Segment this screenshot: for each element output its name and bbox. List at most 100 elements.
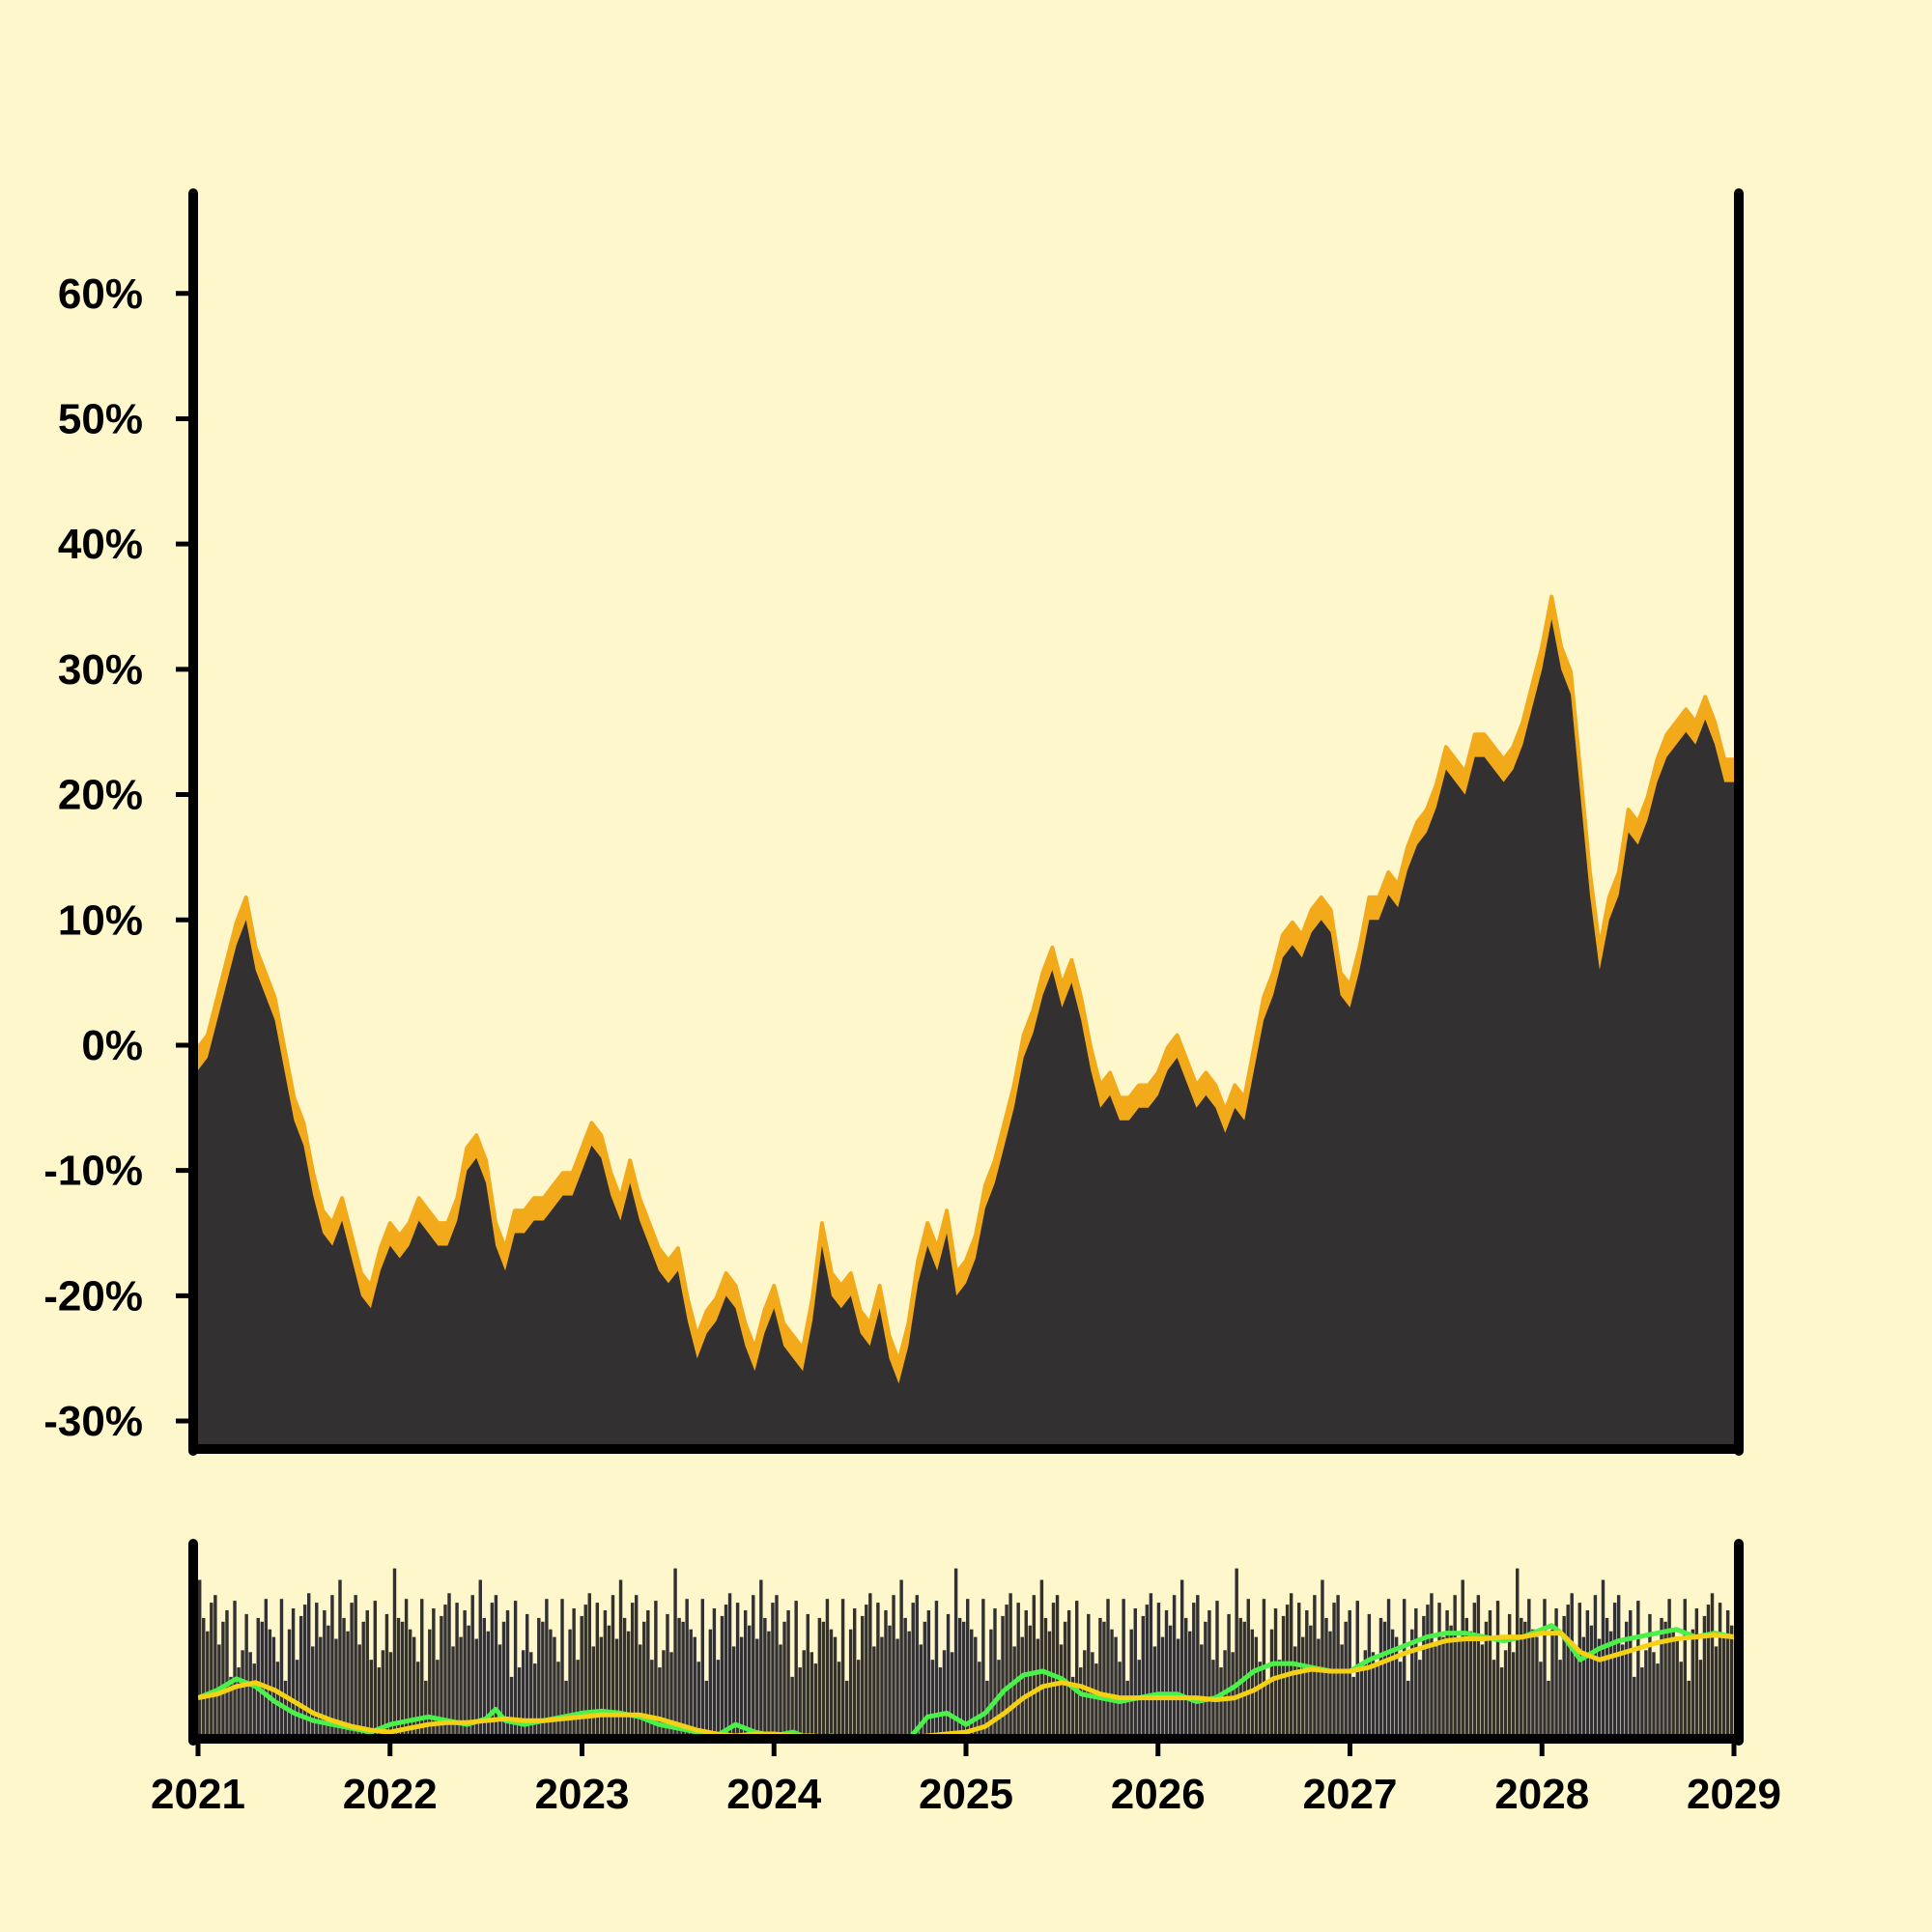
volume-bar: [1269, 1629, 1274, 1736]
volume-bar: [1710, 1593, 1715, 1737]
volume-bar: [1059, 1644, 1064, 1736]
volume-bar: [1398, 1662, 1403, 1736]
volume-bar: [1179, 1579, 1184, 1736]
volume-bar: [607, 1625, 611, 1736]
volume-bar: [248, 1652, 252, 1736]
volume-bar: [338, 1579, 342, 1736]
volume-bar: [794, 1601, 798, 1736]
volume-bar: [755, 1638, 759, 1736]
volume-bar: [857, 1660, 861, 1736]
volume-bar: [279, 1599, 284, 1736]
volume-bar: [1656, 1663, 1660, 1736]
volume-bar: [1328, 1631, 1332, 1736]
volume-bar: [599, 1636, 604, 1736]
volume-bar: [315, 1603, 319, 1736]
y-tick-label: 50%: [58, 395, 143, 442]
volume-bar: [1718, 1603, 1722, 1736]
volume-bar: [1495, 1601, 1500, 1736]
volume-bar: [899, 1579, 903, 1736]
volume-bar: [1633, 1676, 1636, 1736]
x-tick-label: 2024: [726, 1771, 821, 1818]
volume-bar: [1492, 1660, 1496, 1736]
volume-bar: [693, 1636, 696, 1736]
volume-bar: [821, 1621, 826, 1736]
volume-bar: [1406, 1680, 1410, 1736]
volume-bar: [1550, 1629, 1554, 1736]
x-tick-label: 2029: [1687, 1771, 1781, 1818]
volume-bar: [1402, 1599, 1406, 1736]
volume-bar: [1051, 1603, 1056, 1736]
volume-bar: [1441, 1636, 1445, 1736]
volume-bar: [1277, 1660, 1282, 1736]
x-axis-ticks: 2021 2022 2023 2024 2025 2026 2027 2028 2029: [151, 1739, 1781, 1818]
volume-bar: [1652, 1652, 1656, 1736]
volume-bar: [1087, 1613, 1091, 1736]
volume-bar: [1472, 1603, 1477, 1736]
volume-bar: [587, 1593, 591, 1737]
volume-bar: [622, 1617, 627, 1736]
volume-bar: [470, 1595, 474, 1736]
volume-bar: [614, 1638, 619, 1736]
volume-bar: [221, 1621, 225, 1736]
volume-bar: [658, 1667, 662, 1736]
volume-bar: [440, 1615, 443, 1736]
volume-bar: [1484, 1621, 1489, 1736]
volume-bar: [474, 1638, 478, 1736]
volume-bar: [252, 1663, 256, 1736]
volume-panel: 2021 2022 2023 2024 2025 2026 2027 2028 2029: [151, 1539, 1781, 1818]
volume-bar: [1386, 1599, 1391, 1736]
volume-bar: [974, 1636, 978, 1736]
volume-bar: [771, 1603, 775, 1736]
volume-bar: [934, 1601, 939, 1736]
volume-bar: [268, 1629, 272, 1736]
volume-bar: [319, 1636, 323, 1736]
volume-bar: [950, 1652, 954, 1736]
volume-bar: [1183, 1617, 1188, 1736]
volume-bar: [1227, 1613, 1231, 1736]
volume-bar: [432, 1608, 436, 1736]
volume-bar: [1687, 1680, 1690, 1736]
volume-bar: [1721, 1636, 1726, 1736]
volume-bar: [642, 1621, 646, 1736]
volume-bar: [848, 1629, 853, 1736]
volume-bar: [1698, 1660, 1703, 1736]
volume-bar: [1016, 1603, 1020, 1736]
volume-bar: [486, 1631, 491, 1736]
volume-bar: [1437, 1603, 1441, 1736]
volume-bar: [537, 1617, 541, 1736]
volume-bar: [1378, 1617, 1383, 1736]
volume-bar: [1426, 1605, 1430, 1736]
volume-bar: [549, 1629, 553, 1736]
volume-bar: [342, 1617, 346, 1736]
volume-bar: [1238, 1617, 1242, 1736]
volume-bar: [743, 1610, 748, 1736]
volume-bar: [1265, 1680, 1270, 1736]
volume-bar: [798, 1667, 802, 1736]
volume-bar: [739, 1636, 744, 1736]
volume-bar: [556, 1662, 560, 1736]
volume-bar: [1690, 1629, 1695, 1736]
volume-bar: [731, 1646, 736, 1736]
volume-bar: [829, 1629, 834, 1736]
volume-bar: [1574, 1646, 1577, 1736]
volume-bar: [497, 1644, 502, 1736]
volume-bar: [428, 1629, 432, 1736]
volume-bar: [1499, 1667, 1504, 1736]
volume-bar: [837, 1662, 841, 1736]
volume-bar: [1660, 1617, 1663, 1736]
volume-bar: [1453, 1595, 1457, 1736]
x-tick-label: 2026: [1111, 1771, 1206, 1818]
y-tick-label: -20%: [43, 1272, 143, 1320]
volume-bar: [872, 1646, 876, 1736]
volume-bar: [381, 1650, 385, 1736]
volume-bar: [926, 1610, 931, 1736]
volume-bar: [1305, 1610, 1309, 1736]
volume-bar: [1145, 1605, 1150, 1736]
volume-bar: [260, 1621, 264, 1736]
volume-bar: [1461, 1579, 1464, 1736]
volume-bar: [467, 1625, 470, 1736]
volume-bar: [1581, 1636, 1586, 1736]
volume-bar: [813, 1663, 818, 1736]
volume-bar: [1005, 1605, 1009, 1736]
volume-bar: [1125, 1680, 1129, 1736]
